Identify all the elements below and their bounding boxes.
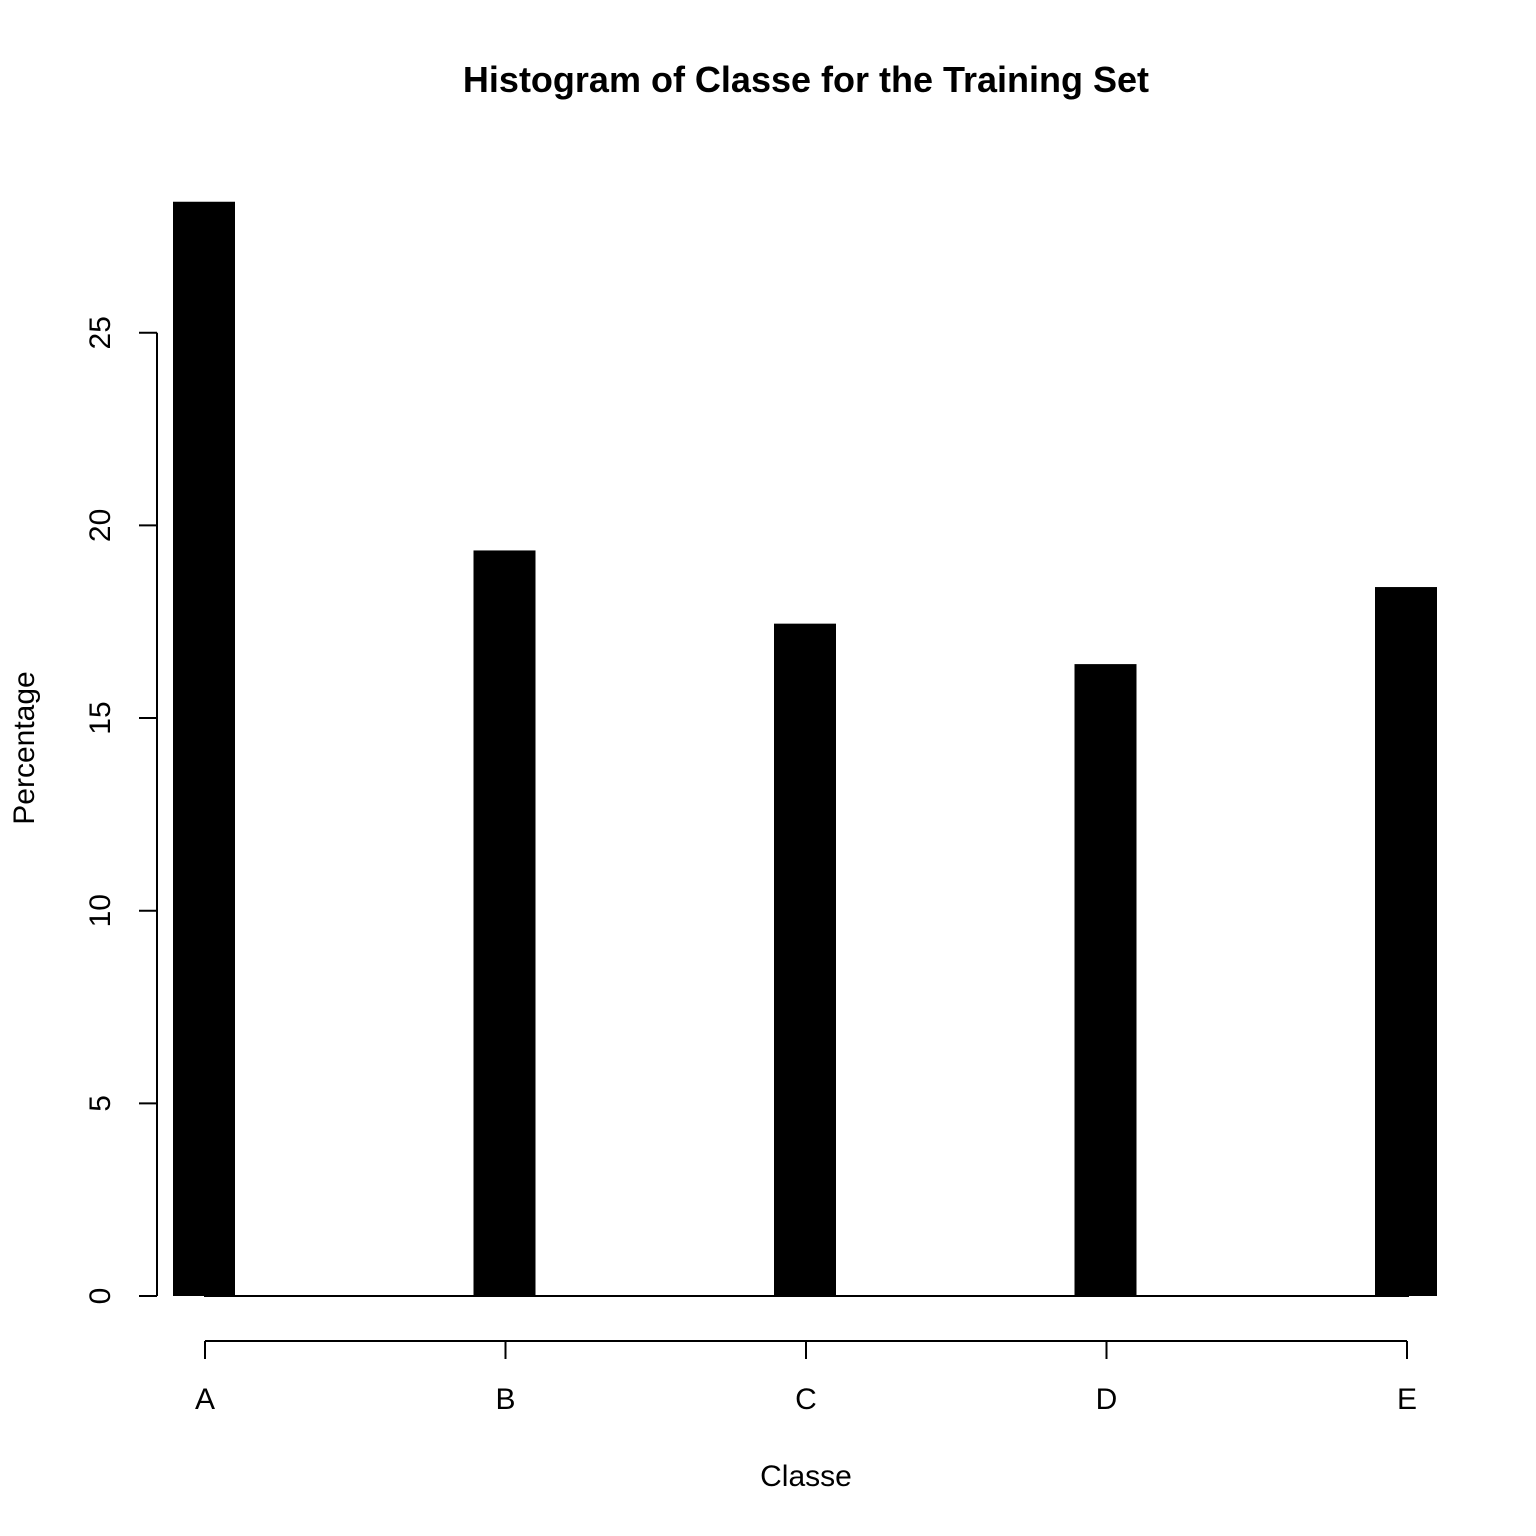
y-tick-label-5: 5 bbox=[84, 1095, 117, 1112]
x-axis: A B C D E bbox=[195, 1340, 1417, 1416]
x-tick-label-C: C bbox=[795, 1383, 817, 1416]
bar-C bbox=[774, 623, 836, 1296]
x-tick-label-B: B bbox=[495, 1383, 515, 1416]
bars-group bbox=[173, 201, 1437, 1296]
y-tick-label-25: 25 bbox=[84, 316, 117, 349]
y-axis: 0 5 10 15 20 25 bbox=[84, 316, 158, 1305]
x-tick-label-A: A bbox=[195, 1383, 215, 1416]
y-tick-label-20: 20 bbox=[84, 509, 117, 542]
bar-A bbox=[173, 201, 235, 1296]
bar-B bbox=[473, 550, 536, 1296]
y-tick-label-0: 0 bbox=[84, 1288, 117, 1305]
x-axis-label: Classe bbox=[760, 1460, 852, 1493]
y-tick-label-10: 10 bbox=[84, 894, 117, 927]
bar-E bbox=[1375, 587, 1437, 1296]
y-tick-label-15: 15 bbox=[84, 701, 117, 734]
x-tick-label-D: D bbox=[1096, 1383, 1118, 1416]
y-axis-label: Percentage bbox=[8, 671, 41, 824]
bar-D bbox=[1074, 664, 1137, 1296]
x-tick-label-E: E bbox=[1397, 1383, 1417, 1416]
chart-title: Histogram of Classe for the Training Set bbox=[463, 59, 1149, 100]
